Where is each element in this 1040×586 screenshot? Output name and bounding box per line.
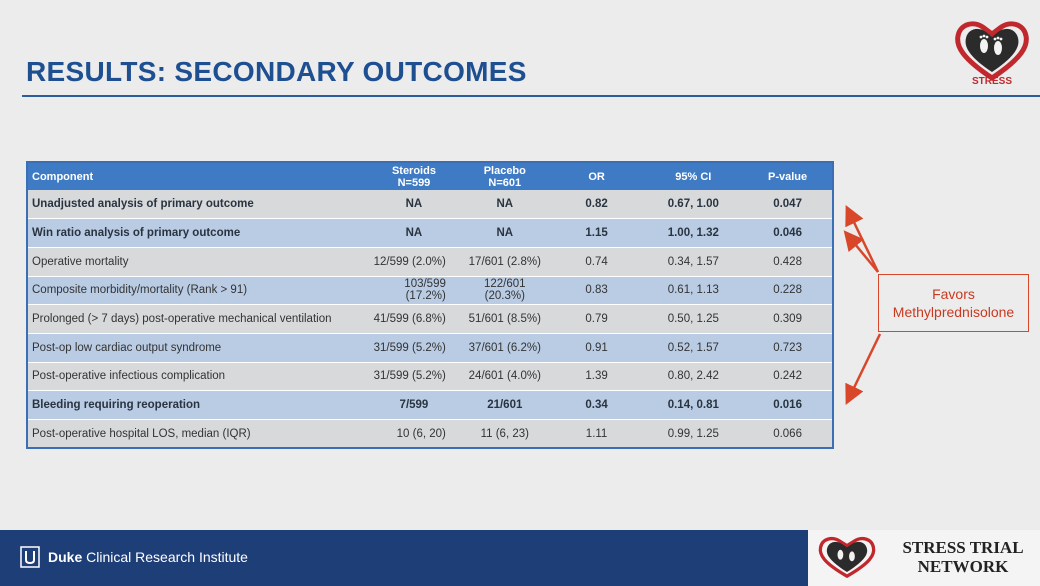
cell-pvalue: 0.309 [743, 304, 833, 334]
slide-title: RESULTS: SECONDARY OUTCOMES [26, 56, 527, 87]
footer-institute-name: Duke Clinical Research Institute [48, 549, 248, 565]
cell-pvalue: 0.242 [743, 362, 833, 392]
cell-steroids: 41/599 (6.8%) [368, 304, 460, 334]
cell-component: Post-operative hospital LOS, median (IQR… [27, 419, 369, 449]
header-ci: 95% CI [643, 162, 744, 190]
cell-component: Composite morbidity/mortality (Rank > 91… [27, 276, 369, 306]
cell-component: Unadjusted analysis of primary outcome [27, 190, 369, 220]
cell-or: 0.74 [549, 247, 644, 277]
table-row: Post-operative hospital LOS, median (IQR… [27, 419, 833, 449]
table-row: Prolonged (> 7 days) post-operative mech… [27, 304, 833, 334]
cell-pvalue: 0.428 [743, 247, 833, 277]
cell-or: 0.91 [549, 333, 644, 363]
cell-or: 0.83 [549, 276, 644, 306]
cell-or: 0.79 [549, 304, 644, 334]
cell-placebo: 122/601 (20.3%) [459, 276, 550, 306]
cell-or: 1.11 [549, 419, 644, 449]
cell-or: 1.15 [549, 218, 644, 248]
cell-placebo: NA [459, 190, 550, 220]
table-row: Bleeding requiring reoperation 7/599 21/60… [27, 390, 833, 420]
cell-pvalue: 0.046 [743, 218, 833, 248]
cell-ci: 0.34, 1.57 [643, 247, 744, 277]
network-name: STRESS TRIAL NETWORK [902, 538, 1024, 576]
cell-component: Operative mortality [27, 247, 369, 277]
cell-placebo: 51/601 (8.5%) [459, 304, 550, 334]
cell-steroids: 31/599 (5.2%) [368, 333, 460, 363]
cell-steroids: NA [368, 190, 460, 220]
header-placebo: Placebo N=601 [459, 162, 550, 190]
table-row: Post-op low cardiac output syndrome 31/59… [27, 333, 833, 363]
stress-heart-logo-small-icon [818, 536, 876, 579]
header-steroids: Steroids N=599 [368, 162, 460, 190]
header-pvalue: P-value [743, 162, 833, 190]
cell-steroids: 103/599 (17.2%) [368, 276, 460, 306]
cell-placebo: 24/601 (4.0%) [459, 362, 550, 392]
header-or: OR [549, 162, 644, 190]
cell-or: 0.82 [549, 190, 644, 220]
table-row: Composite morbidity/mortality (Rank > 91… [27, 276, 833, 306]
cell-ci: 0.80, 2.42 [643, 362, 744, 392]
cell-or: 0.34 [549, 390, 644, 420]
callout-line-1: Favors [932, 286, 975, 302]
logo-text: STRESS [972, 76, 1012, 86]
cell-ci: 0.14, 0.81 [643, 390, 744, 420]
cell-pvalue: 0.047 [743, 190, 833, 220]
cell-component: Post-operative infectious complication [27, 362, 369, 392]
network-branding: STRESS TRIAL NETWORK [808, 530, 1040, 586]
cell-steroids: 10 (6, 20) [368, 419, 460, 449]
cell-ci: 0.99, 1.25 [643, 419, 744, 449]
cell-pvalue: 0.228 [743, 276, 833, 306]
callout-arrows [843, 204, 882, 406]
table-row: Post-operative infectious complication 31… [27, 362, 833, 392]
cell-placebo: 37/601 (6.2%) [459, 333, 550, 363]
table-row: Operative mortality 12/599 (2.0%) 17/601 (… [27, 247, 833, 277]
table-row: Unadjusted analysis of primary outcome NA… [27, 190, 833, 220]
table-row: Win ratio analysis of primary outcome NA N… [27, 218, 833, 248]
cell-steroids: 31/599 (5.2%) [368, 362, 460, 392]
cell-component: Prolonged (> 7 days) post-operative mech… [27, 304, 369, 334]
cell-pvalue: 0.723 [743, 333, 833, 363]
cell-pvalue: 0.016 [743, 390, 833, 420]
cell-ci: 1.00, 1.32 [643, 218, 744, 248]
stress-heart-logo-icon: STRESS [955, 21, 1029, 86]
title-divider [22, 95, 1040, 97]
cell-ci: 0.67, 1.00 [643, 190, 744, 220]
cell-pvalue: 0.066 [743, 419, 833, 449]
cell-ci: 0.50, 1.25 [643, 304, 744, 334]
cell-ci: 0.52, 1.57 [643, 333, 744, 363]
cell-ci: 0.61, 1.13 [643, 276, 744, 306]
cell-or: 1.39 [549, 362, 644, 392]
cell-component: Post-op low cardiac output syndrome [27, 333, 369, 363]
cell-steroids: NA [368, 218, 460, 248]
results-table: Component Steroids N=599 Placebo N=601 OR … [26, 161, 834, 450]
duke-shield-icon [20, 546, 40, 568]
cell-steroids: 7/599 [368, 390, 460, 420]
cell-placebo: NA [459, 218, 550, 248]
cell-placebo: 21/601 [459, 390, 550, 420]
callout-line-2: Methylprednisolone [892, 304, 1015, 320]
table-header-row: Component Steroids N=599 Placebo N=601 OR … [27, 162, 833, 190]
cell-placebo: 17/601 (2.8%) [459, 247, 550, 277]
cell-component: Bleeding requiring reoperation [27, 390, 369, 420]
cell-steroids: 12/599 (2.0%) [368, 247, 460, 277]
header-component: Component [27, 162, 369, 190]
cell-component: Win ratio analysis of primary outcome [27, 218, 369, 248]
favors-callout: Favors Methylprednisolone [878, 274, 1029, 332]
cell-placebo: 11 (6, 23) [459, 419, 550, 449]
